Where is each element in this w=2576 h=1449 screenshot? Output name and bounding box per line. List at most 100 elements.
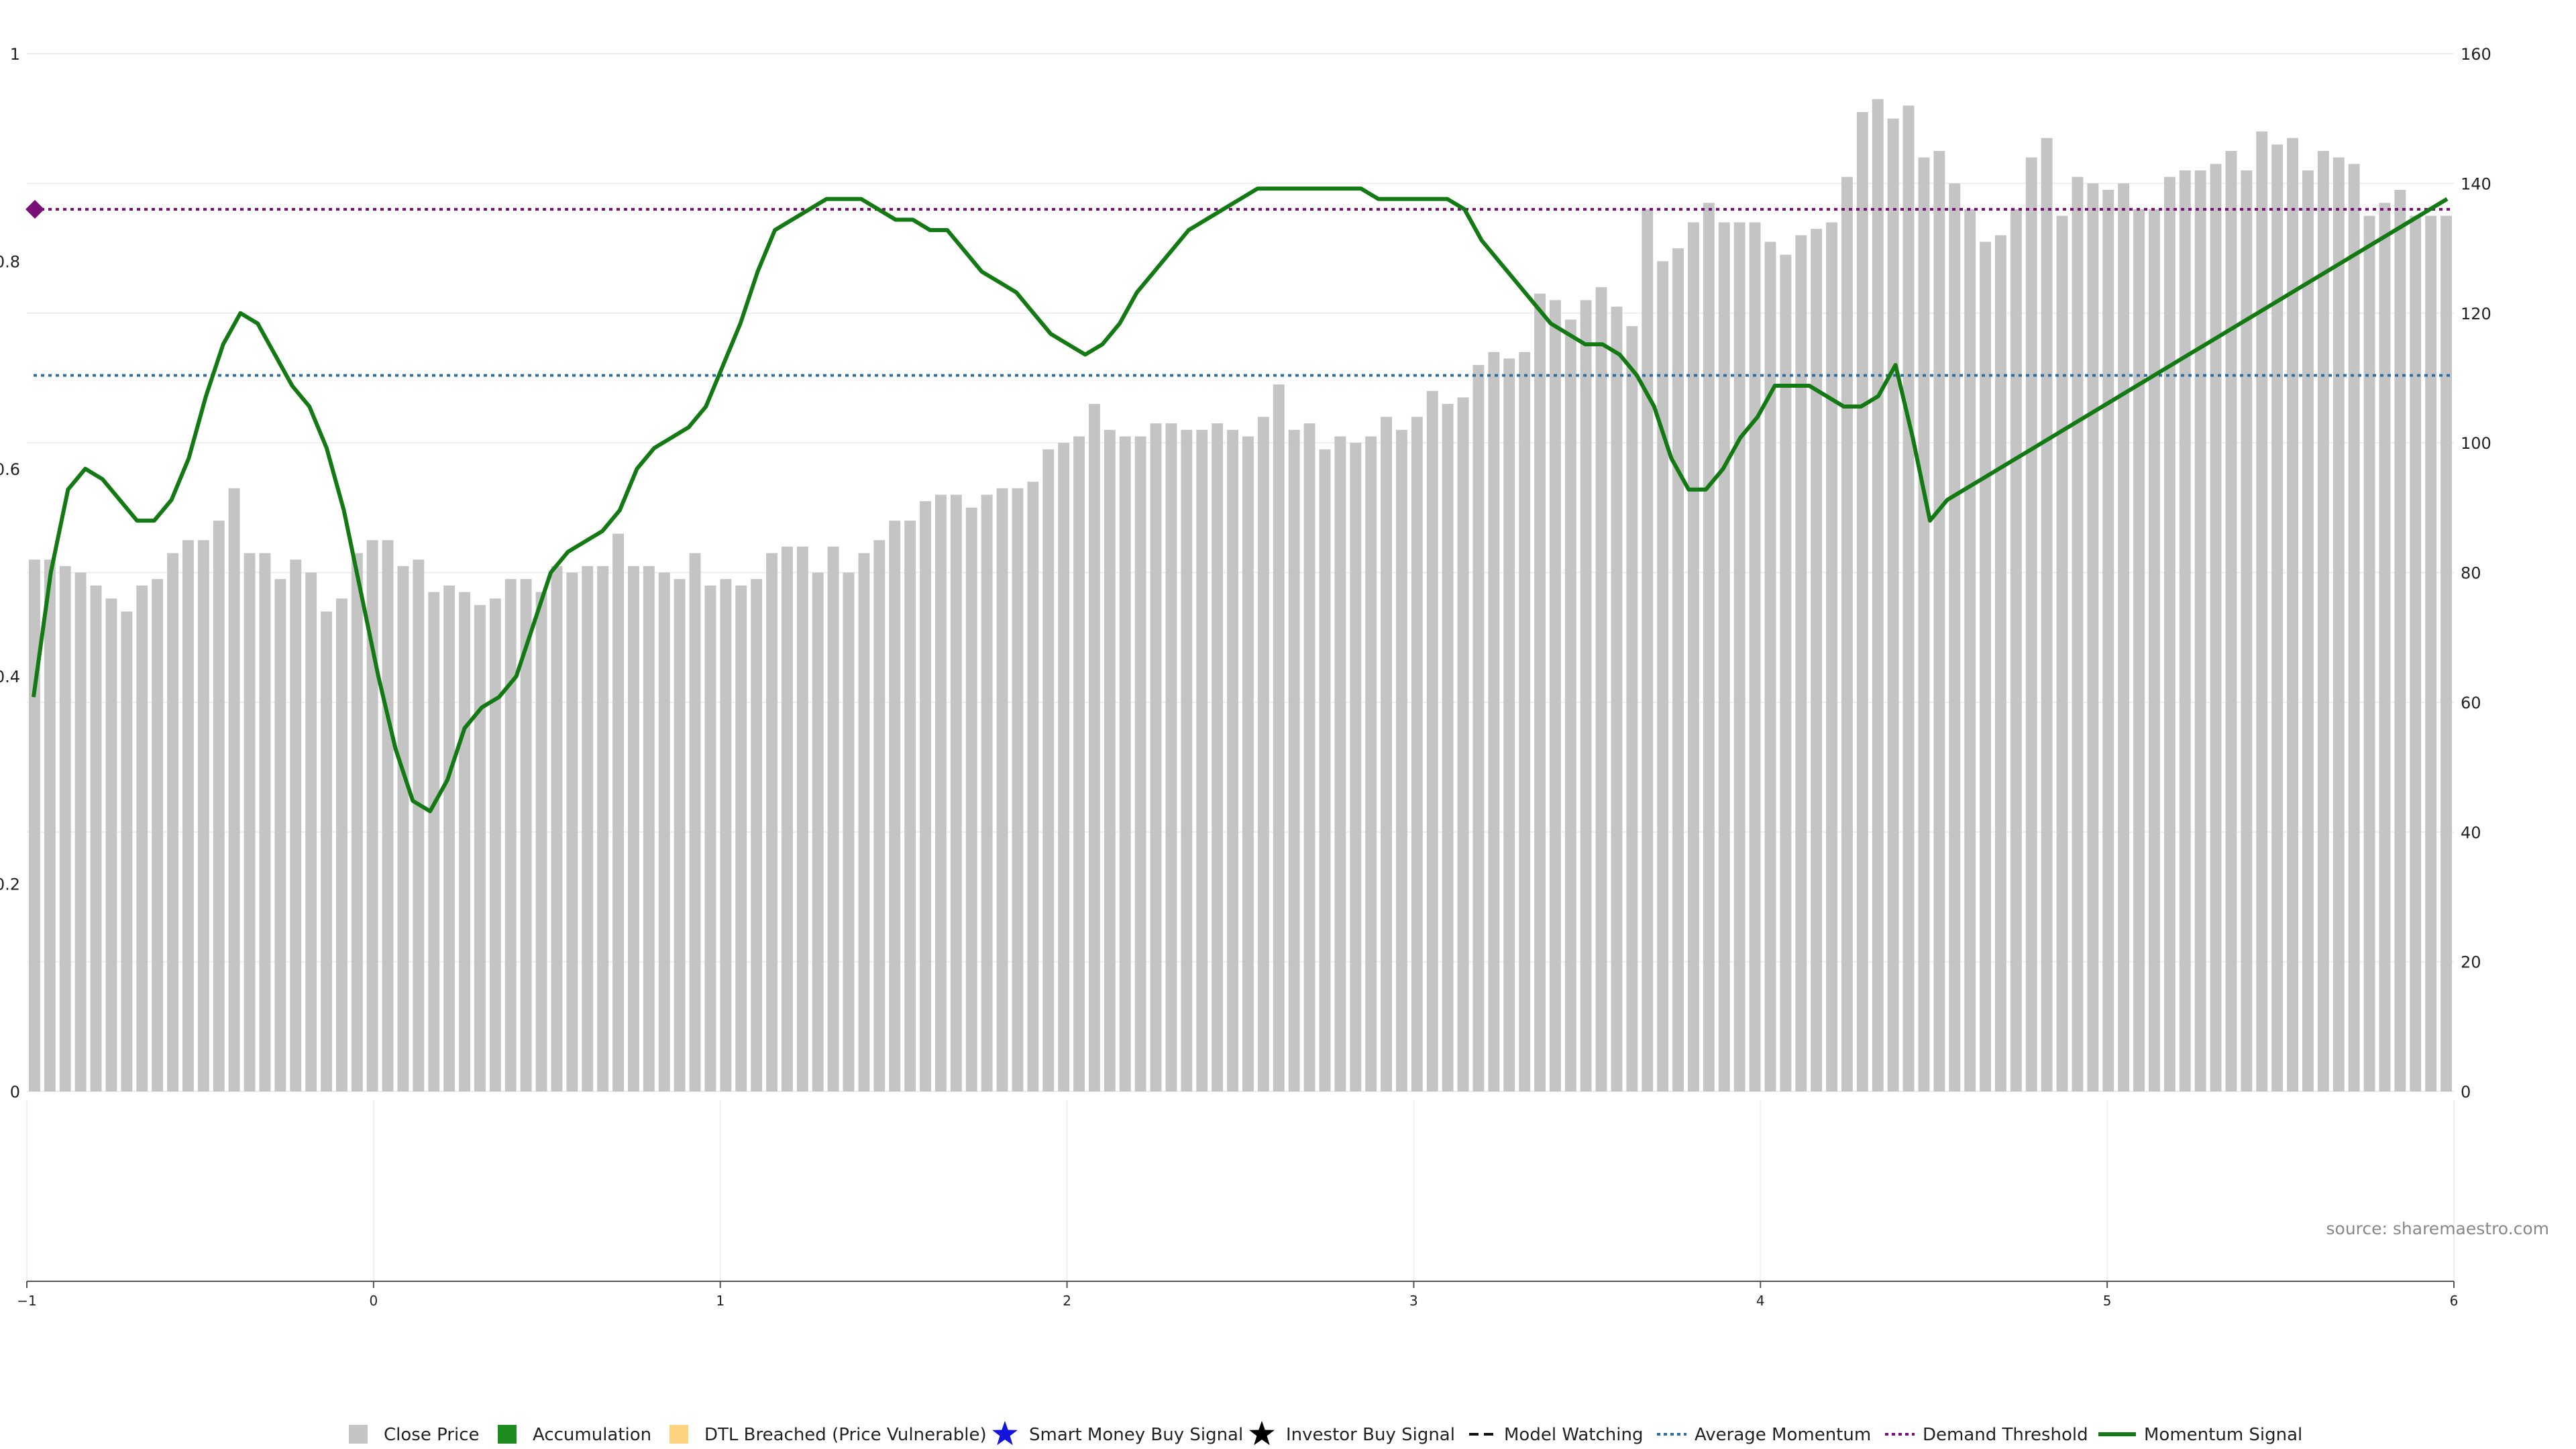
price-bar (1642, 209, 1654, 1091)
price-bar (1733, 222, 1746, 1091)
price-bar (873, 540, 885, 1091)
legend-label-smart: Smart Money Buy Signal (1029, 1425, 1243, 1445)
price-bar (152, 579, 164, 1091)
price-bar (1426, 390, 1438, 1091)
price-bar (1964, 209, 1976, 1091)
price-bar (1242, 436, 1254, 1091)
price-bar (321, 611, 332, 1091)
price-bar (336, 598, 347, 1091)
price-bar (566, 572, 578, 1091)
price-bar (382, 540, 394, 1091)
price-bar (197, 540, 209, 1091)
price-bar (1488, 352, 1500, 1091)
price-bar (1381, 417, 1392, 1091)
price-bar (1273, 384, 1285, 1091)
left-tick-label: 0.2 (0, 875, 20, 894)
price-bar (1933, 151, 1945, 1091)
price-bar (2163, 176, 2176, 1092)
price-bar (904, 521, 916, 1091)
x-tick-label: 2 (1063, 1293, 1071, 1309)
price-bar (182, 540, 194, 1091)
price-bar (1104, 429, 1116, 1091)
right-tick-label: 20 (2461, 953, 2481, 972)
legend: Close Price Accumulation DTL Breached (Pri… (349, 1421, 2302, 1446)
right-tick-label: 140 (2461, 174, 2491, 193)
price-bar (136, 585, 148, 1091)
x-tick-label: 4 (1756, 1293, 1765, 1309)
price-bar (305, 572, 317, 1091)
price-bar (489, 598, 501, 1091)
price-bar (2056, 215, 2068, 1092)
price-bar (535, 592, 547, 1091)
price-bar (1350, 443, 1362, 1091)
price-bar (228, 488, 240, 1091)
x-tick-label: 0 (369, 1293, 378, 1309)
price-bar (1795, 235, 1807, 1092)
price-bar (1396, 429, 1407, 1091)
price-bar (1012, 488, 1024, 1091)
left-tick-label: 0.6 (0, 460, 20, 479)
price-bar (2210, 164, 2222, 1091)
price-bar (1611, 307, 1623, 1092)
x-tick-label: −1 (17, 1293, 36, 1309)
price-bar (213, 521, 225, 1091)
price-bar (74, 572, 87, 1091)
price-bar (2087, 183, 2099, 1091)
price-bar (582, 566, 594, 1091)
price-bar (628, 566, 639, 1091)
price-bar (520, 579, 532, 1091)
price-bar (935, 494, 947, 1091)
right-tick-label: 60 (2461, 694, 2481, 712)
price-bar (2379, 203, 2391, 1091)
demand-threshold-marker (25, 200, 44, 219)
price-bar (1902, 105, 1915, 1091)
price-bar (2440, 215, 2452, 1092)
price-bar (1165, 423, 1177, 1091)
price-bar (735, 585, 747, 1091)
price-bar (1995, 235, 2006, 1092)
price-bar (1089, 404, 1100, 1091)
price-bar (950, 494, 962, 1091)
price-bar (1257, 417, 1269, 1091)
x-tick-label: 6 (2450, 1293, 2459, 1309)
price-bar (2179, 170, 2191, 1091)
price-bar (351, 553, 363, 1091)
momentum-signal (32, 186, 2449, 814)
price-bar (1918, 157, 1930, 1092)
price-bar (397, 566, 409, 1091)
price-bar (474, 604, 486, 1091)
grey-square-icon (349, 1425, 368, 1444)
price-bar (1227, 429, 1238, 1091)
right-tick-label: 160 (2461, 45, 2491, 64)
price-bar (1150, 423, 1162, 1091)
left-tick-label: 0.4 (0, 667, 20, 686)
price-bar (1826, 222, 1837, 1091)
price-bar (597, 566, 609, 1091)
legend-label-accum: Accumulation (533, 1425, 651, 1445)
price-bar (612, 533, 624, 1091)
price-bar (2072, 176, 2084, 1092)
price-bar (643, 566, 655, 1091)
price-bar (1672, 248, 1684, 1092)
price-bar (1595, 287, 1607, 1092)
reference-lines (25, 200, 2454, 377)
source-label: source: sharemaestro.com (2326, 1219, 2550, 1238)
price-bar (674, 579, 686, 1091)
black-star-icon (1249, 1421, 1275, 1446)
x-tick-label: 3 (1409, 1293, 1418, 1309)
price-bar (90, 585, 102, 1091)
price-bar (1780, 254, 1792, 1092)
price-bar (1688, 222, 1699, 1091)
x-axis: −1 0 1 2 3 4 5 6 (17, 1281, 2458, 1309)
right-tick-label: 120 (2461, 305, 2491, 323)
left-tick-label: 0 (10, 1083, 20, 1102)
price-bar (2133, 209, 2145, 1091)
price-bar (2271, 144, 2284, 1091)
price-bar (1457, 397, 1469, 1091)
x-tick-label: 5 (2103, 1293, 2112, 1309)
price-bar (1703, 203, 1715, 1091)
price-bar (121, 611, 133, 1091)
price-bar (2332, 157, 2345, 1092)
price-bar (1856, 112, 1868, 1091)
price-bar (1027, 482, 1039, 1091)
